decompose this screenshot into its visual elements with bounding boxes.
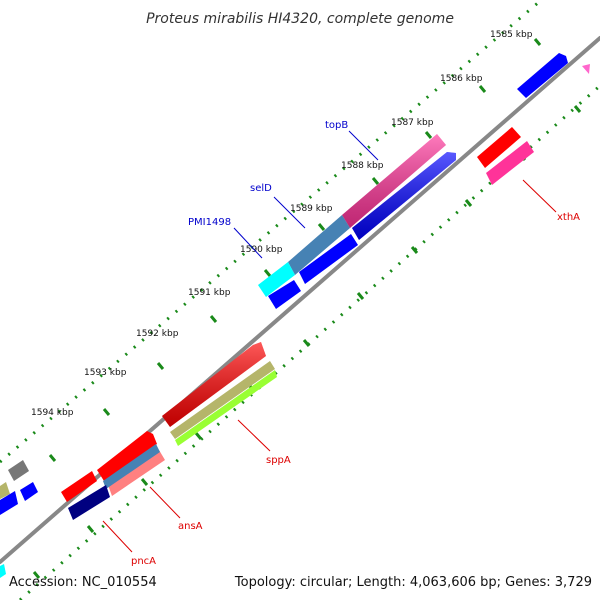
gene-xthA-red[interactable] xyxy=(477,127,521,168)
gene-shading xyxy=(162,134,456,427)
tick-labels: 1585 kbp 1586 kbp 1587 kbp 1588 kbp 1589… xyxy=(31,30,533,418)
gene-label-pncA[interactable]: pncA xyxy=(131,556,156,567)
gene-reverse-blue-2[interactable] xyxy=(299,234,358,284)
tick-label: 1588 kbp xyxy=(341,161,384,171)
gene-label-ansA[interactable]: ansA xyxy=(178,521,203,532)
gene-label-topB[interactable]: topB xyxy=(325,120,348,131)
gene-label-xthA[interactable]: xthA xyxy=(557,212,580,223)
tick-label: 1592 kbp xyxy=(136,329,179,339)
gene-selD[interactable] xyxy=(288,215,350,275)
gene-xthA[interactable] xyxy=(486,141,534,185)
tick-label: 1594 kbp xyxy=(31,408,74,418)
tick-label: 1586 kbp xyxy=(440,74,483,84)
tick-label: 1587 kbp xyxy=(391,118,434,128)
gene-reverse-lime[interactable] xyxy=(175,370,277,446)
gene-reverse-cyan-edge[interactable] xyxy=(0,564,6,578)
accession-text: Accession: NC_010554 xyxy=(9,575,157,590)
inner-tick-row xyxy=(19,83,600,600)
gene-forward-red-small[interactable] xyxy=(97,431,157,481)
gene-reverse-steelblue[interactable] xyxy=(103,444,160,489)
gene-pncA[interactable] xyxy=(68,485,110,520)
map-title: Proteus mirabilis HI4320, complete genom… xyxy=(146,11,454,27)
genome-summary-text: Topology: circular; Length: 4,063,606 bp… xyxy=(234,575,592,590)
gene-reverse-blue-3[interactable] xyxy=(268,280,301,309)
outer-tick-row xyxy=(0,0,544,464)
position-marker-icon xyxy=(582,64,590,74)
gene-label-sppA[interactable]: sppA xyxy=(266,455,291,466)
gene-PMI1498[interactable] xyxy=(258,262,295,297)
tick-label: 1590 kbp xyxy=(240,245,283,255)
forward-genes xyxy=(0,53,568,502)
reverse-genes xyxy=(0,127,534,578)
gene-forward-red-tiny[interactable] xyxy=(61,471,97,502)
gene-ansA[interactable] xyxy=(108,450,165,496)
gene-reverse-olive[interactable] xyxy=(170,361,275,439)
tick-label: 1591 kbp xyxy=(188,288,231,298)
gene-reverse-blue-edge[interactable] xyxy=(0,491,18,515)
tick-label: 1589 kbp xyxy=(290,204,333,214)
gene-reverse-blue-4[interactable] xyxy=(20,482,38,501)
tick-marks xyxy=(32,38,582,579)
tick-label: 1585 kbp xyxy=(490,30,533,40)
gene-forward-gray[interactable] xyxy=(8,460,29,481)
gene-labels: topB selD PMI1498 xthA sppA ansA pncA xyxy=(131,120,580,567)
tick-label: 1593 kbp xyxy=(84,368,127,378)
gene-forward-olive-edge[interactable] xyxy=(0,482,10,499)
gene-label-selD[interactable]: selD xyxy=(250,183,272,194)
gene-label-PMI1498[interactable]: PMI1498 xyxy=(188,217,231,228)
label-connectors xyxy=(102,130,557,553)
gene-forward-blue[interactable] xyxy=(517,53,568,98)
